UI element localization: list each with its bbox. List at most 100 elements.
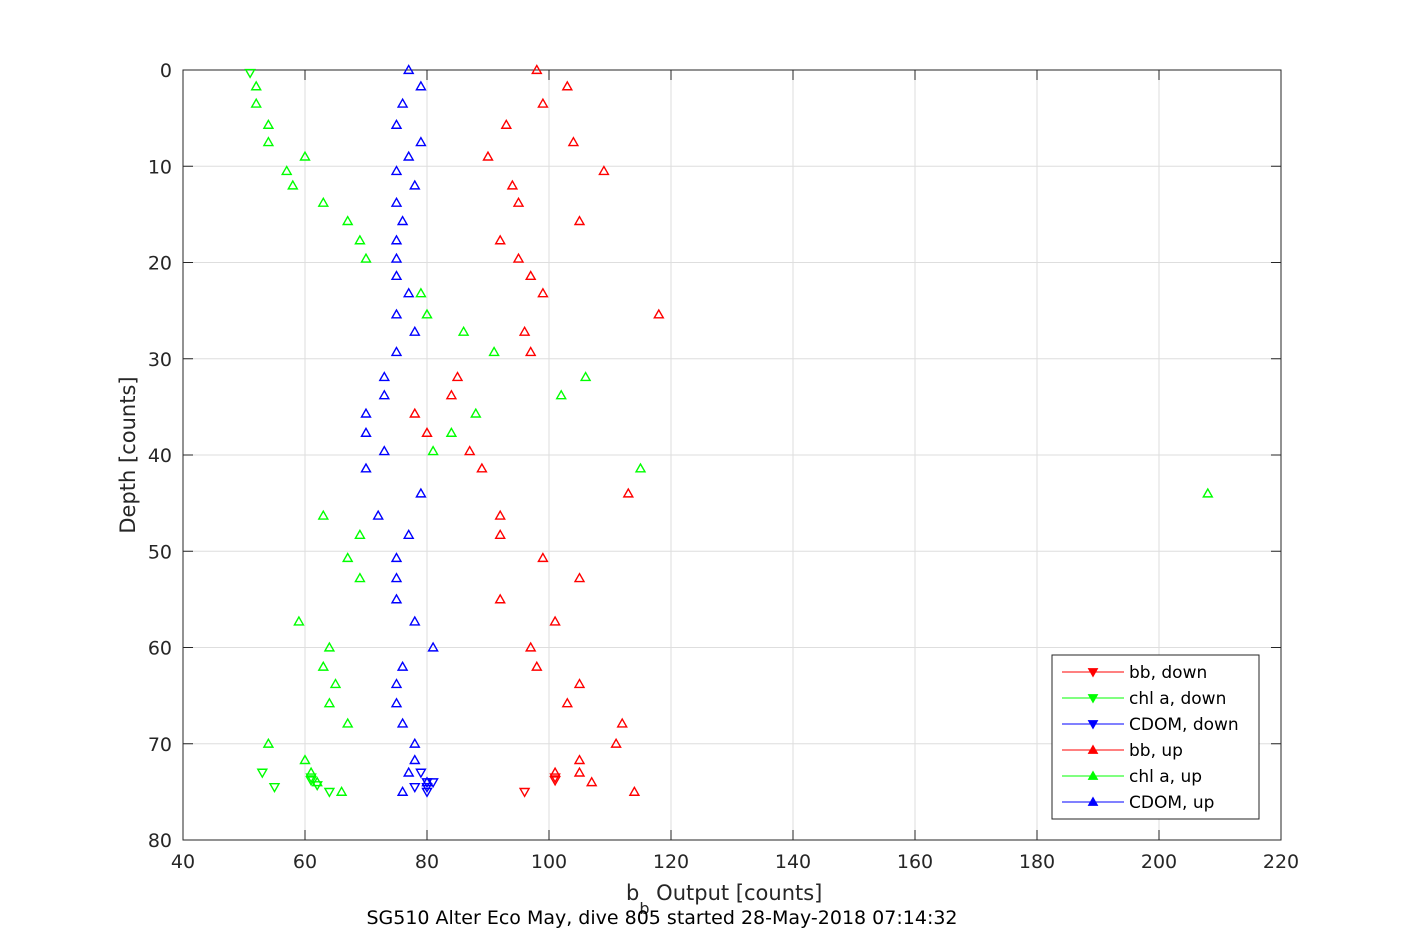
legend-marker (1087, 770, 1099, 780)
data-point (360, 252, 372, 263)
data-point (305, 776, 317, 787)
data-point (360, 407, 372, 418)
data-point (256, 768, 269, 779)
x-tick-label: 160 (897, 851, 933, 873)
data-point (628, 785, 641, 796)
data-point (598, 165, 610, 176)
data-point (653, 308, 665, 319)
y-axis-label: Depth [counts] (116, 376, 140, 533)
data-point (323, 787, 336, 798)
series-group (250, 80, 1214, 796)
data-point (415, 80, 427, 91)
data-point (396, 785, 409, 796)
data-point (494, 509, 506, 520)
data-point (512, 196, 525, 207)
data-point (409, 407, 421, 418)
data-point (457, 325, 470, 336)
data-point (360, 462, 372, 473)
data-point (451, 371, 464, 382)
data-points (244, 64, 1214, 798)
data-point (518, 325, 531, 336)
data-point (409, 325, 421, 336)
data-point (531, 660, 543, 671)
x-axis-label-rest: Output [counts] (650, 881, 823, 905)
series-group (244, 68, 336, 798)
data-point (305, 766, 317, 777)
data-point (524, 641, 537, 652)
series-group (409, 64, 665, 796)
data-point (409, 737, 421, 748)
data-point (421, 787, 433, 798)
data-point (390, 572, 403, 583)
series-group (518, 773, 561, 798)
legend-entry-label: CDOM, down (1129, 715, 1239, 735)
data-point (402, 150, 415, 161)
data-point (360, 426, 372, 437)
data-point (500, 118, 513, 129)
y-tick-label: 0 (160, 60, 172, 82)
y-tick-label: 80 (148, 830, 172, 852)
data-point (390, 593, 403, 604)
data-point (427, 778, 439, 789)
figure-subtitle: SG510 Alter Eco May, dive 805 started 28… (366, 907, 957, 929)
data-point (415, 136, 427, 147)
data-point (549, 773, 561, 784)
legend-marker (1087, 796, 1099, 806)
data-point (262, 118, 275, 129)
data-point (341, 552, 354, 563)
legend-entry-label: bb, up (1129, 741, 1183, 761)
y-axis-ticks: 0 10 20 30 40 50 60 70 80 (148, 60, 1281, 852)
data-point (494, 234, 506, 245)
y-tick-label: 30 (148, 349, 172, 371)
legend-entry-label: chl a, down (1129, 689, 1226, 709)
data-point (341, 215, 354, 226)
data-point (482, 150, 494, 161)
data-point (390, 678, 403, 689)
data-point (390, 346, 403, 357)
data-point (537, 97, 549, 108)
x-axis-ticks: 40 60 80 100 120 140 160 180 200 220 (171, 70, 1299, 873)
data-point (396, 660, 409, 671)
legend-marker (1087, 694, 1099, 704)
data-point (402, 528, 415, 539)
data-point (287, 179, 299, 190)
data-point (470, 407, 482, 418)
y-tick-label: 10 (148, 156, 172, 178)
data-point (567, 136, 580, 147)
series-group (360, 64, 439, 796)
data-point (390, 270, 403, 281)
data-point (537, 552, 549, 563)
data-point (317, 196, 330, 207)
data-point (244, 68, 256, 79)
data-point (415, 768, 427, 779)
data-point (390, 165, 403, 176)
data-point (622, 487, 635, 498)
x-tick-label: 140 (775, 851, 811, 873)
data-point (549, 766, 561, 777)
x-axis-label-main: b (626, 881, 639, 905)
data-point (421, 426, 433, 437)
data-point (402, 766, 415, 777)
data-point (506, 179, 519, 190)
data-point (390, 118, 403, 129)
data-point (323, 697, 336, 708)
data-point (421, 782, 433, 793)
data-point (268, 782, 281, 793)
x-axis-label-subscript: b (639, 899, 649, 918)
data-point (463, 445, 476, 456)
data-point (390, 552, 403, 563)
x-tick-label: 220 (1263, 851, 1299, 873)
data-point (402, 287, 415, 298)
data-point (409, 615, 421, 626)
data-point (317, 509, 330, 520)
legend-box (1051, 654, 1260, 820)
data-point (390, 196, 403, 207)
y-tick-label: 70 (148, 734, 172, 756)
data-point (524, 270, 537, 281)
data-point (396, 97, 409, 108)
data-point (494, 528, 506, 539)
data-point (512, 252, 525, 263)
data-point (610, 737, 622, 748)
data-point (476, 462, 488, 473)
